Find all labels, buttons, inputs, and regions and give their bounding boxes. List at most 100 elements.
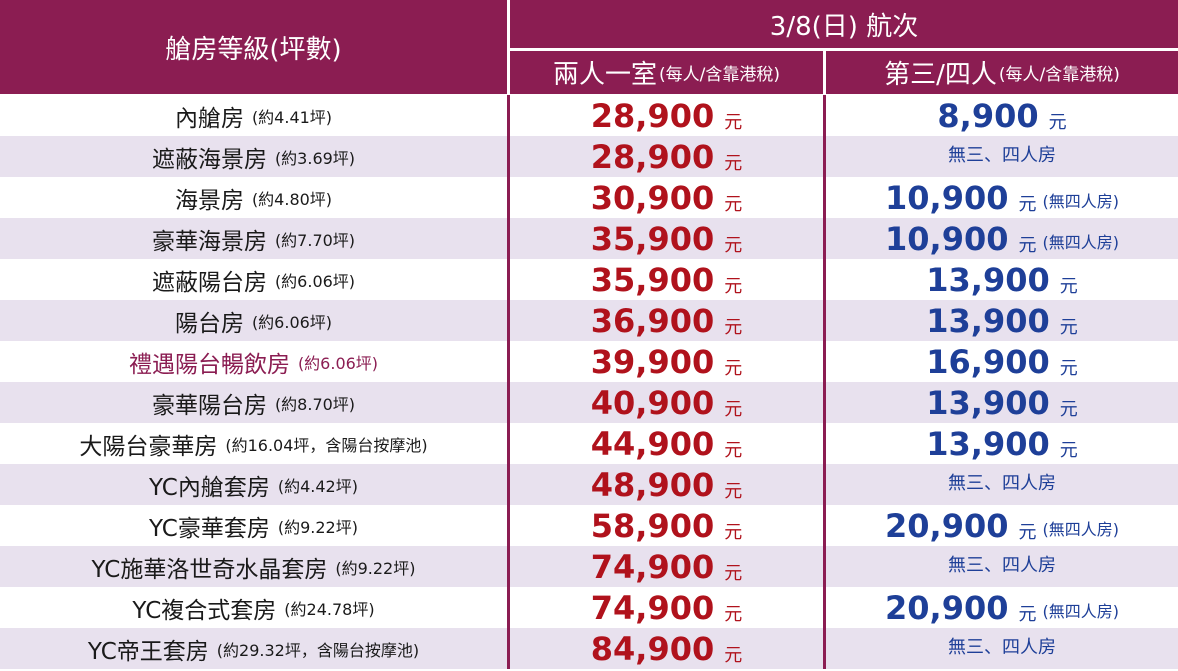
cabin-name: 禮遇陽台暢飲房 [128, 351, 290, 378]
table-row: 豪華海景房 (約7.70坪) 35,900 元 10,900 元 (無四人房) [0, 218, 1178, 259]
column-divider [823, 136, 826, 177]
no-third-fourth-text: 無三、四人房 [948, 554, 1056, 576]
column-divider [507, 423, 510, 464]
cabin-name: 遮蔽陽台房 [151, 269, 267, 296]
third-fourth-price: 20,900 [885, 588, 1009, 627]
currency-unit: 元 [1018, 234, 1037, 256]
two-person-price-cell: 74,900 元 [510, 546, 823, 587]
third-fourth-price: 13,900 [926, 383, 1050, 422]
cabin-name: YC內艙套房 [149, 474, 270, 501]
currency-unit: 元 [724, 644, 743, 666]
two-person-price: 74,900 [590, 547, 715, 586]
column-divider [507, 136, 510, 177]
two-person-price: 40,900 [590, 383, 715, 422]
cabin-size: (約9.22坪) [277, 517, 358, 537]
two-person-price-cell: 44,900 元 [510, 423, 823, 464]
two-person-price-cell: 35,900 元 [510, 218, 823, 259]
two-person-price-cell: 28,900 元 [510, 136, 823, 177]
two-person-price-cell: 30,900 元 [510, 177, 823, 218]
cabin-name: 內艙房 [174, 105, 244, 132]
no-third-fourth-text: 無三、四人房 [948, 472, 1056, 494]
third-fourth-price-cell: 20,900 元 (無四人房) [826, 587, 1178, 628]
currency-unit: 元 [724, 562, 743, 584]
currency-unit: 元 [1059, 316, 1078, 338]
table-row: 陽台房 (約6.06坪) 36,900 元 13,900 元 [0, 300, 1178, 341]
column-divider [507, 177, 510, 218]
cabin-name-cell: 陽台房 (約6.06坪) [0, 300, 507, 341]
cabin-size: (約4.80坪) [251, 189, 333, 209]
no-fourth-note: (無四人房) [1042, 191, 1119, 211]
cabin-name-cell: 禮遇陽台暢飲房 (約6.06坪) [0, 341, 507, 382]
column-divider [823, 259, 826, 300]
column-divider [823, 382, 826, 423]
currency-unit: 元 [724, 439, 743, 461]
header-two-person-note: (每人/含靠港稅) [659, 65, 780, 85]
column-divider [823, 218, 826, 259]
third-fourth-price: 20,900 [885, 506, 1009, 545]
third-fourth-price: 16,900 [926, 342, 1050, 381]
table-row: 遮蔽海景房 (約3.69坪) 28,900 元 無三、四人房 [0, 136, 1178, 177]
column-divider [823, 464, 826, 505]
no-third-fourth-text: 無三、四人房 [948, 144, 1056, 166]
two-person-price-cell: 74,900 元 [510, 587, 823, 628]
currency-unit: 元 [724, 111, 743, 133]
table-row: YC豪華套房 (約9.22坪) 58,900 元 20,900 元 (無四人房) [0, 505, 1178, 546]
two-person-price-cell: 48,900 元 [510, 464, 823, 505]
two-person-price-cell: 35,900 元 [510, 259, 823, 300]
cabin-name-cell: YC施華洛世奇水晶套房 (約9.22坪) [0, 546, 507, 587]
column-divider [507, 341, 510, 382]
no-third-fourth-text: 無三、四人房 [948, 636, 1056, 658]
column-divider [507, 505, 510, 546]
cabin-size: (約6.06坪) [297, 353, 379, 373]
table-row: YC內艙套房 (約4.42坪) 48,900 元 無三、四人房 [0, 464, 1178, 505]
column-divider [507, 382, 510, 423]
table-row: YC複合式套房 (約24.78坪) 74,900 元 20,900 元 (無四人房) [0, 587, 1178, 628]
header-third-fourth: 第三/四人 (每人/含靠港稅) [826, 51, 1178, 94]
column-divider [507, 218, 510, 259]
cabin-name-cell: YC複合式套房 (約24.78坪) [0, 587, 507, 628]
column-divider [507, 587, 510, 628]
cabin-name-cell: 內艙房 (約4.41坪) [0, 95, 507, 136]
two-person-price: 39,900 [590, 342, 715, 381]
currency-unit: 元 [724, 193, 743, 215]
two-person-price: 30,900 [590, 178, 715, 217]
column-divider [507, 628, 510, 669]
table-row: 禮遇陽台暢飲房 (約6.06坪) 39,900 元 16,900 元 [0, 341, 1178, 382]
third-fourth-price-cell: 13,900 元 [826, 382, 1178, 423]
currency-unit: 元 [1018, 521, 1037, 543]
third-fourth-price-cell: 10,900 元 (無四人房) [826, 177, 1178, 218]
currency-unit: 元 [724, 275, 743, 297]
cabin-name: 陽台房 [174, 310, 244, 337]
cabin-name: YC帝王套房 [87, 638, 209, 665]
cabin-size: (約7.70坪) [274, 230, 356, 250]
column-divider [823, 95, 826, 136]
third-fourth-price-cell: 無三、四人房 [826, 628, 1178, 669]
cabin-size: (約9.22坪) [335, 558, 416, 578]
no-fourth-note: (無四人房) [1042, 232, 1119, 252]
third-fourth-price: 10,900 [885, 178, 1009, 217]
currency-unit: 元 [724, 480, 743, 502]
two-person-price: 35,900 [590, 260, 715, 299]
two-person-price: 35,900 [590, 219, 715, 258]
cabin-name: 遮蔽海景房 [151, 146, 267, 173]
cabin-name: 海景房 [174, 187, 244, 214]
table-row: 大陽台豪華房 (約16.04坪，含陽台按摩池) 44,900 元 13,900 元 [0, 423, 1178, 464]
third-fourth-price: 8,900 [937, 96, 1039, 135]
two-person-price-cell: 36,900 元 [510, 300, 823, 341]
column-divider [823, 341, 826, 382]
currency-unit: 元 [1018, 193, 1037, 215]
header-two-person-label: 兩人一室 [552, 60, 657, 90]
cabin-size: (約4.42坪) [277, 476, 358, 496]
two-person-price-cell: 84,900 元 [510, 628, 823, 669]
two-person-price-cell: 58,900 元 [510, 505, 823, 546]
table-row: 遮蔽陽台房 (約6.06坪) 35,900 元 13,900 元 [0, 259, 1178, 300]
column-divider [507, 546, 510, 587]
column-divider [507, 259, 510, 300]
currency-unit: 元 [724, 521, 743, 543]
table-row: 內艙房 (約4.41坪) 28,900 元 8,900 元 [0, 95, 1178, 136]
no-fourth-note: (無四人房) [1042, 601, 1119, 621]
column-divider [507, 300, 510, 341]
two-person-price: 48,900 [590, 465, 715, 504]
two-person-price-cell: 28,900 元 [510, 95, 823, 136]
